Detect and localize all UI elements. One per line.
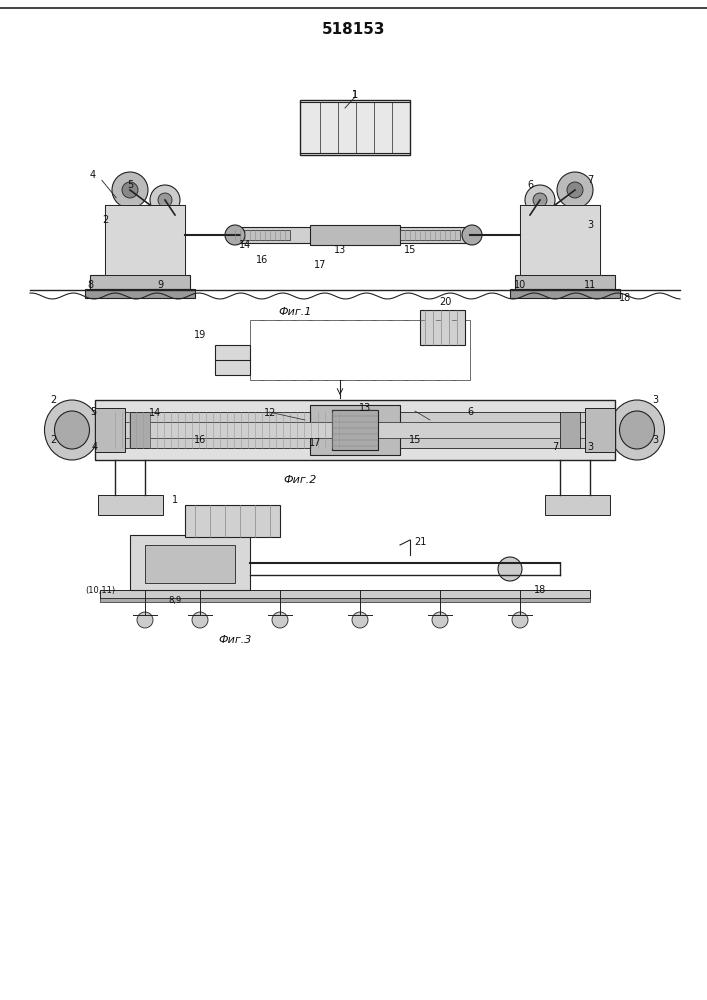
Bar	[185, 505, 280, 537]
Circle shape	[192, 612, 208, 628]
Circle shape	[352, 612, 368, 628]
Bar	[100, 598, 590, 602]
Circle shape	[122, 182, 138, 198]
Text: Фиг.2: Фиг.2	[284, 475, 317, 485]
Text: 8,9: 8,9	[168, 595, 182, 604]
Bar	[310, 405, 400, 455]
Bar	[400, 230, 460, 240]
Ellipse shape	[609, 400, 665, 460]
Text: 13: 13	[334, 245, 346, 255]
Text: (10,11): (10,11)	[85, 585, 115, 594]
Circle shape	[112, 172, 148, 208]
Text: 16: 16	[256, 255, 268, 265]
Text: 10: 10	[514, 280, 526, 290]
Text: 18: 18	[534, 585, 546, 595]
Circle shape	[225, 225, 245, 245]
Text: 19: 19	[194, 330, 206, 340]
Text: 15: 15	[409, 435, 421, 445]
Text: 6: 6	[467, 407, 473, 417]
Text: 21: 21	[414, 537, 426, 547]
Text: Фиг.3: Фиг.3	[218, 635, 252, 645]
Text: 3: 3	[652, 435, 658, 445]
Bar	[98, 495, 163, 515]
Text: 4: 4	[92, 442, 98, 452]
Circle shape	[432, 612, 448, 628]
Text: 13: 13	[359, 403, 371, 413]
Bar	[230, 230, 290, 240]
Text: 2: 2	[50, 395, 56, 405]
Circle shape	[137, 612, 153, 628]
Text: 11: 11	[584, 280, 596, 290]
Circle shape	[525, 185, 555, 215]
Text: 17: 17	[314, 260, 326, 270]
Bar	[545, 495, 610, 515]
Ellipse shape	[45, 400, 100, 460]
Bar	[95, 400, 615, 460]
Text: 1: 1	[352, 90, 358, 100]
Circle shape	[498, 557, 522, 581]
Circle shape	[567, 182, 583, 198]
Text: 14: 14	[149, 408, 161, 418]
Polygon shape	[520, 205, 600, 275]
Text: 12: 12	[264, 408, 276, 418]
Ellipse shape	[54, 411, 90, 449]
Bar	[110, 412, 350, 448]
Text: 1: 1	[172, 495, 178, 505]
Bar	[250, 320, 470, 380]
Bar	[310, 225, 400, 245]
Text: 5: 5	[90, 407, 96, 417]
Bar	[145, 545, 235, 583]
Bar	[100, 590, 590, 598]
Bar	[560, 412, 580, 448]
Text: 2: 2	[50, 435, 56, 445]
Bar	[585, 408, 615, 452]
Bar	[300, 100, 410, 155]
Bar	[515, 275, 615, 289]
Bar	[85, 289, 195, 298]
Text: 17: 17	[309, 438, 321, 448]
Text: 4: 4	[90, 170, 96, 180]
Bar	[95, 408, 125, 452]
Text: 15: 15	[404, 245, 416, 255]
Bar	[510, 289, 620, 298]
Bar	[130, 535, 250, 590]
Bar	[420, 310, 465, 345]
Text: 18: 18	[619, 293, 631, 303]
Text: Фиг.1: Фиг.1	[279, 307, 312, 317]
Bar	[95, 422, 615, 438]
Text: 5: 5	[127, 180, 133, 190]
Text: 1: 1	[352, 90, 358, 100]
Text: 3: 3	[587, 442, 593, 452]
Text: 16: 16	[194, 435, 206, 445]
Circle shape	[150, 185, 180, 215]
Text: 20: 20	[439, 297, 451, 307]
Circle shape	[158, 193, 172, 207]
Text: 3: 3	[587, 220, 593, 230]
Text: 9: 9	[157, 280, 163, 290]
Circle shape	[512, 612, 528, 628]
Text: 14: 14	[239, 240, 251, 250]
Text: 2: 2	[102, 215, 108, 225]
Text: 7: 7	[552, 442, 558, 452]
Text: 518153: 518153	[322, 22, 386, 37]
Bar	[90, 275, 190, 289]
Bar	[332, 410, 378, 450]
Ellipse shape	[619, 411, 655, 449]
Bar	[215, 345, 250, 375]
Text: 7: 7	[587, 175, 593, 185]
Circle shape	[462, 225, 482, 245]
Circle shape	[557, 172, 593, 208]
Text: 3: 3	[652, 395, 658, 405]
Bar	[230, 227, 475, 243]
Circle shape	[272, 612, 288, 628]
Text: 6: 6	[527, 180, 533, 190]
Bar	[360, 412, 600, 448]
Text: 8: 8	[87, 280, 93, 290]
Polygon shape	[105, 205, 185, 275]
Bar	[130, 412, 150, 448]
Circle shape	[533, 193, 547, 207]
